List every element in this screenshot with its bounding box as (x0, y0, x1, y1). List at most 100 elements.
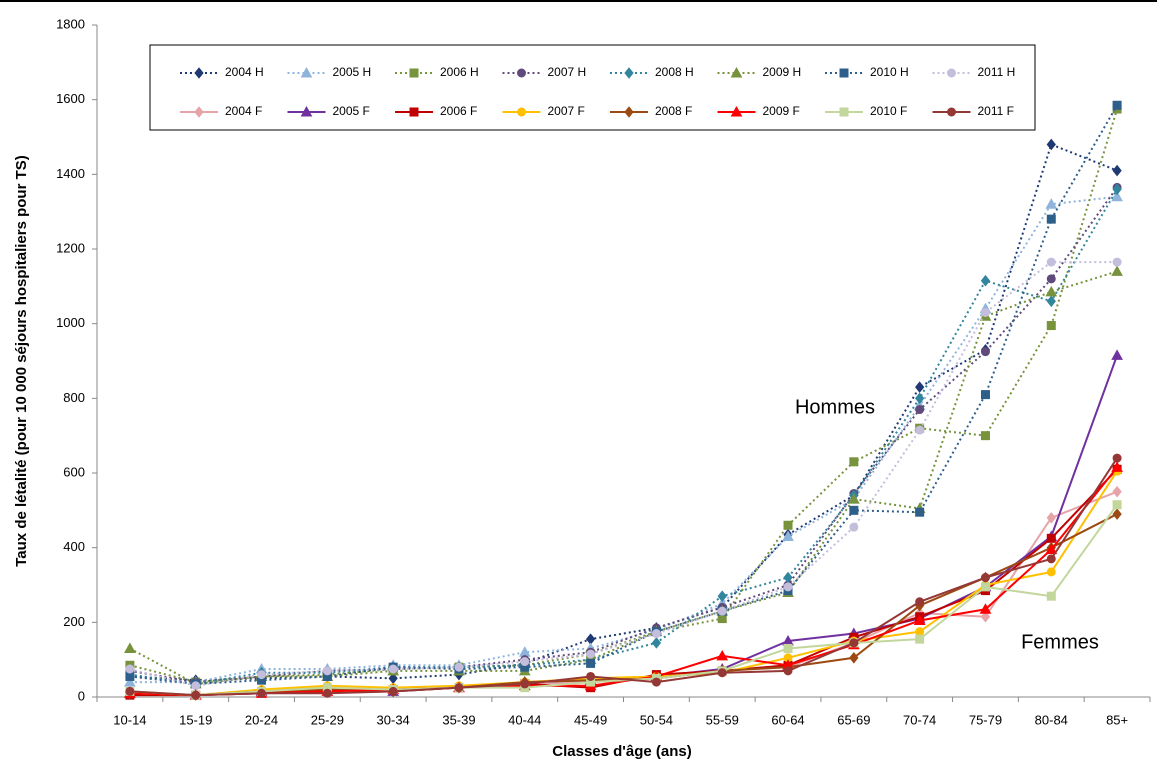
marker (1111, 190, 1123, 202)
marker (388, 664, 398, 674)
y-tick-label: 1200 (56, 240, 85, 255)
series (124, 461, 1123, 700)
y-tick-label: 1000 (56, 315, 85, 330)
marker (1046, 274, 1056, 284)
marker (717, 606, 727, 616)
x-tick-label: 45-49 (574, 712, 607, 727)
marker (915, 597, 925, 607)
legend-label: 2011 H (978, 65, 1016, 79)
marker (517, 107, 526, 117)
marker (980, 431, 990, 441)
marker (454, 683, 464, 693)
series (125, 100, 1122, 689)
marker (980, 582, 990, 592)
annotation: Hommes (795, 396, 875, 418)
x-tick-label: 20-24 (245, 712, 278, 727)
marker (839, 107, 849, 117)
legend-label: 2010 H (870, 65, 909, 79)
marker (1045, 198, 1058, 209)
marker (1046, 138, 1056, 151)
line (129, 470, 1118, 697)
marker (915, 381, 925, 393)
marker (783, 582, 793, 592)
marker (454, 662, 464, 672)
marker (651, 629, 661, 639)
y-tick-label: 1400 (56, 166, 85, 181)
marker (1112, 100, 1122, 110)
marker (947, 68, 956, 78)
marker (1112, 257, 1122, 267)
marker (1111, 265, 1123, 276)
series (125, 257, 1122, 691)
marker (194, 67, 204, 79)
marker (191, 681, 201, 691)
legend-label: 2008 H (655, 65, 694, 79)
marker (586, 649, 596, 659)
marker (849, 651, 859, 664)
marker (783, 643, 793, 653)
marker (125, 686, 135, 696)
y-tick-label: 800 (63, 390, 85, 405)
series (124, 349, 1123, 700)
marker (717, 668, 727, 678)
legend-label: 2006 H (440, 65, 479, 79)
line (129, 504, 1118, 697)
x-tick-label: 55-59 (706, 712, 739, 727)
marker (915, 392, 925, 405)
legend-label: 2010 F (870, 104, 907, 118)
marker (980, 347, 990, 357)
x-tick-label: 50-54 (640, 712, 673, 727)
marker (1046, 567, 1056, 577)
legend-label: 2005 H (333, 65, 372, 79)
line (129, 490, 1118, 697)
marker (1045, 543, 1058, 555)
marker (520, 679, 530, 689)
marker (1111, 461, 1123, 472)
legend-box (149, 44, 1036, 131)
x-tick-label: 25-29 (311, 712, 344, 727)
marker (1046, 533, 1056, 543)
marker (849, 505, 859, 515)
series (125, 453, 1122, 700)
legend-label: 2004 F (225, 104, 262, 118)
legend-label: 2005 F (333, 104, 370, 118)
marker (1112, 164, 1122, 177)
marker (300, 105, 313, 117)
marker (1111, 349, 1123, 360)
legend-label: 2007 H (548, 65, 587, 79)
marker (1046, 321, 1056, 331)
line (129, 104, 1118, 685)
marker (1046, 214, 1056, 224)
x-tick-label: 80-84 (1035, 712, 1068, 727)
legend-label: 2007 F (548, 104, 585, 118)
x-tick-label: 15-19 (179, 712, 212, 727)
marker (979, 603, 992, 614)
marker (300, 66, 313, 78)
y-tick-label: 0 (78, 688, 85, 703)
legend-label: 2006 F (440, 104, 477, 118)
legend-label: 2008 F (655, 104, 692, 118)
marker (849, 638, 859, 648)
marker (1112, 508, 1122, 520)
marker (980, 573, 990, 583)
line (129, 195, 1118, 684)
marker (1046, 591, 1056, 601)
x-tick-label: 70-74 (903, 712, 936, 727)
marker (849, 522, 859, 532)
marker (1112, 485, 1122, 498)
line (129, 261, 1118, 687)
y-tick-label: 1800 (56, 16, 85, 31)
series (125, 508, 1122, 701)
marker (849, 457, 859, 467)
marker (730, 105, 743, 117)
marker (783, 666, 793, 676)
marker (716, 649, 729, 661)
line (129, 513, 1118, 697)
y-tick-label: 200 (63, 614, 85, 629)
legend-label: 2009 H (763, 65, 802, 79)
marker (517, 68, 526, 78)
marker (947, 107, 956, 117)
marker (586, 658, 596, 668)
marker (1046, 257, 1056, 267)
